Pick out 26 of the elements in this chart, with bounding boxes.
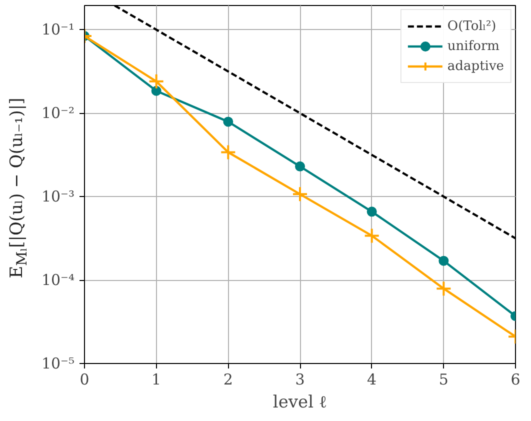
point <box>438 256 449 266</box>
x-axis-title: level ℓ <box>272 392 328 412</box>
x-tick-label: 6 <box>510 370 520 388</box>
point <box>366 206 377 217</box>
point <box>223 116 234 127</box>
point <box>364 228 380 244</box>
point <box>436 280 452 297</box>
y-tick-label: 10⁻⁴ <box>41 271 75 290</box>
legend-label: adaptive <box>447 58 504 74</box>
y-tick-label: 10⁻¹ <box>41 20 75 39</box>
legend-label: uniform <box>447 38 500 54</box>
x-tick-label: 4 <box>367 370 377 388</box>
y-tick-label: 10⁻³ <box>41 188 75 206</box>
point <box>295 161 305 172</box>
x-tick-label: 5 <box>438 370 448 388</box>
point <box>292 186 308 202</box>
point <box>148 73 164 90</box>
legend-label: O(Tolₗ²) <box>447 18 496 34</box>
point <box>151 86 162 96</box>
y-tick-label: 10⁻² <box>41 104 75 122</box>
x-tick-label: 3 <box>295 370 305 388</box>
point <box>220 144 236 160</box>
x-tick-label: 0 <box>80 370 90 388</box>
y-tick-label: 10⁻⁵ <box>41 354 75 372</box>
x-tick-label: 2 <box>223 370 233 388</box>
x-tick-label: 1 <box>152 370 162 388</box>
